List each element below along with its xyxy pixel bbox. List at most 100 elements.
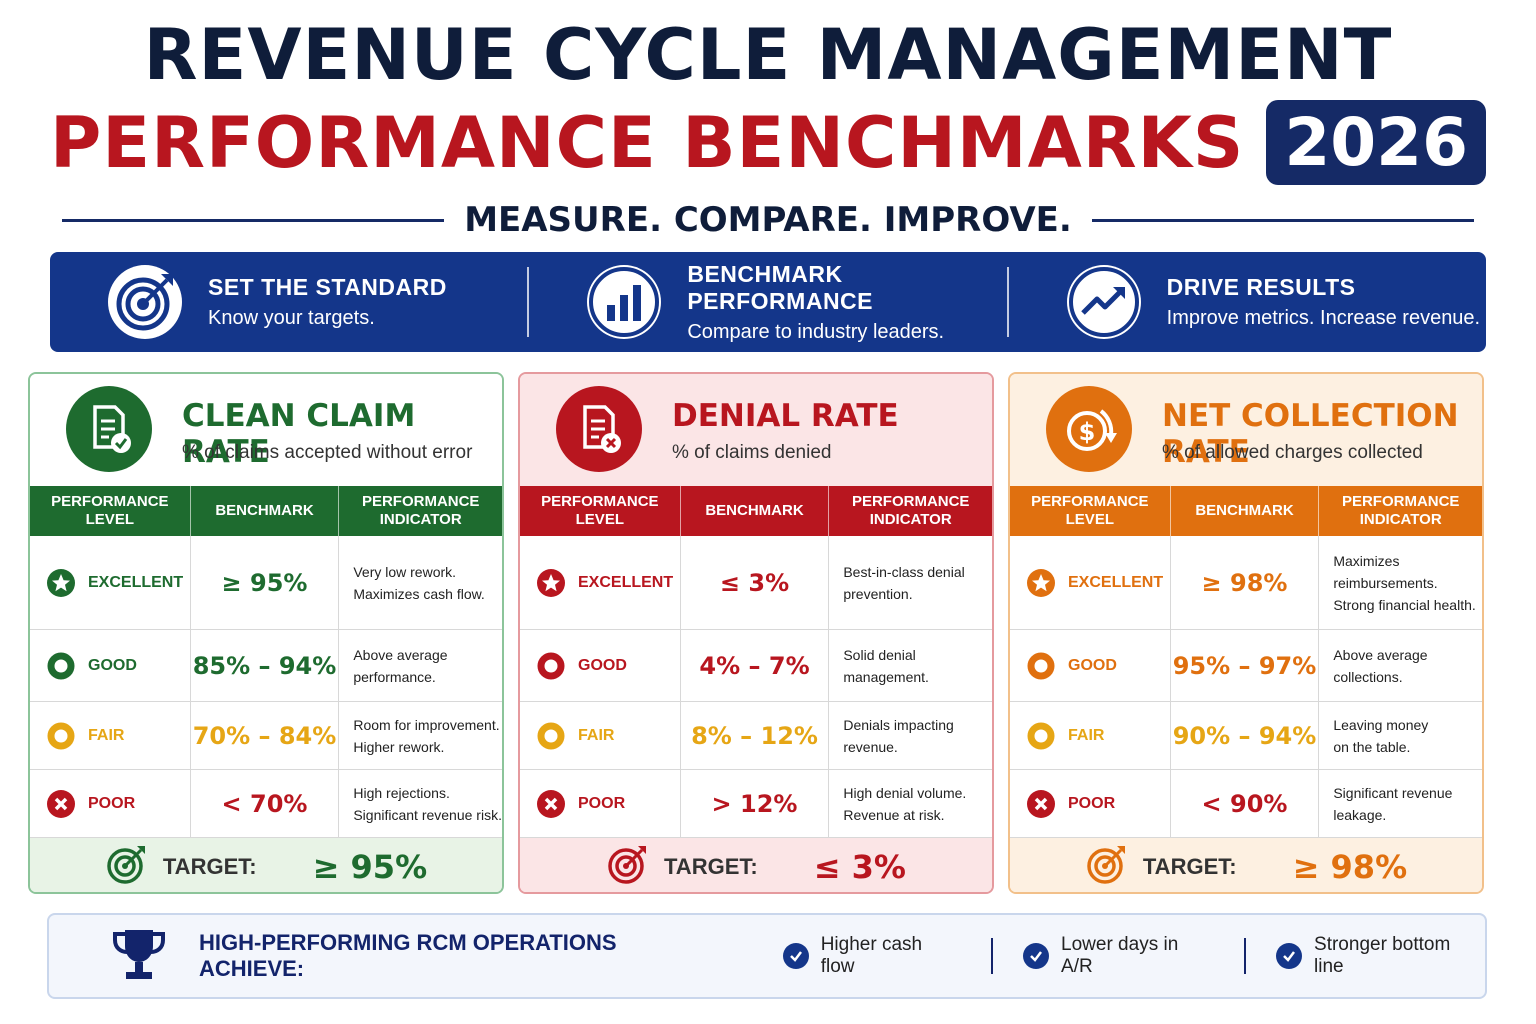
- table-row: POOR > 12% High denial volume. Revenue at r…: [520, 770, 992, 838]
- check-icon: [782, 943, 809, 969]
- table-header: PERFORMANCE LEVEL BENCHMARK PERFORMANCE IN…: [520, 486, 992, 536]
- level-cell: EXCELLENT: [30, 536, 190, 629]
- indicator-line: collections.: [1333, 668, 1403, 685]
- level-label: POOR: [1068, 794, 1116, 812]
- card-header: DENIAL RATE % of claims denied: [520, 374, 992, 486]
- table-row: EXCELLENT ≥ 95% Very low rework. Maximizes …: [30, 536, 502, 630]
- target-value: ≤ 3%: [813, 848, 906, 886]
- table-header: PERFORMANCE LEVEL BENCHMARK PERFORMANCE IN…: [30, 486, 502, 536]
- table-row: GOOD 95% – 97% Above average collections.: [1010, 630, 1482, 702]
- footer-item-label: Stronger bottom line: [1314, 934, 1451, 977]
- level-label: FAIR: [88, 726, 125, 744]
- table-row: EXCELLENT ≥ 98% Maximizes reimbursements. S…: [1010, 536, 1482, 630]
- level-cell: GOOD: [520, 630, 680, 701]
- table-row: POOR < 70% High rejections. Significant rev…: [30, 770, 502, 838]
- indicator-line: Maximizes reimbursements.: [1333, 552, 1438, 591]
- ring-icon: [1026, 721, 1056, 751]
- indicator-line: High denial volume.: [843, 784, 967, 801]
- level-label: EXCELLENT: [88, 573, 184, 591]
- column-header: PERFORMANCE INDICATOR: [828, 486, 992, 536]
- indicator-line: Leaving money: [1333, 716, 1429, 733]
- indicator-line: performance.: [353, 668, 436, 685]
- footer-item-label: Higher cash flow: [820, 934, 923, 977]
- tagline-row: MEASURE. COMPARE. IMPROVE.: [62, 200, 1474, 240]
- benchmark-value: > 12%: [679, 770, 829, 837]
- indicator-line: Very low rework.: [353, 563, 457, 580]
- benchmark-value: 4% – 7%: [679, 630, 829, 701]
- dollar-cycle-icon: $: [1046, 386, 1132, 472]
- column-header: PERFORMANCE INDICATOR: [1318, 486, 1482, 536]
- ring-icon: [1026, 651, 1056, 681]
- footer-item-days-ar: Lower days in A/R: [1023, 934, 1214, 978]
- indicator-cell: Above average performance.: [338, 630, 502, 701]
- banner-item-benchmark: BENCHMARK PERFORMANCE Compare to industr…: [527, 261, 1006, 343]
- banner-item-results: DRIVE RESULTS Improve metrics. Increase …: [1006, 265, 1486, 339]
- benchmark-value: < 70%: [189, 770, 339, 837]
- tagline-divider-right: [1091, 218, 1474, 222]
- level-label: GOOD: [1068, 656, 1117, 674]
- card-title: DENIAL RATE: [672, 398, 899, 434]
- indicator-line: Revenue at risk.: [843, 806, 945, 823]
- level-cell: GOOD: [30, 630, 190, 701]
- level-label: POOR: [578, 794, 626, 812]
- indicator-cell: High rejections. Significant revenue risk…: [338, 770, 502, 837]
- benchmark-value: ≤ 3%: [679, 536, 829, 629]
- card-subtitle: % of allowed charges collected: [1162, 442, 1423, 463]
- indicator-cell: Significant revenue leakage.: [1318, 770, 1482, 837]
- target-icon: [1085, 844, 1127, 891]
- benchmark-value: ≥ 98%: [1169, 536, 1319, 629]
- level-cell: FAIR: [1010, 702, 1170, 769]
- target-icon: [108, 265, 182, 339]
- card-subtitle: % of claims denied: [672, 442, 832, 463]
- x-circle-icon: [46, 789, 76, 819]
- star-icon: [1026, 568, 1056, 598]
- benchmark-value: 85% – 94%: [189, 630, 339, 701]
- ring-icon: [536, 651, 566, 681]
- banner-title-standard: SET THE STANDARD: [208, 274, 447, 300]
- bar-chart-icon: [587, 265, 662, 339]
- indicator-line: Best-in-class denial: [843, 563, 965, 580]
- x-circle-icon: [536, 789, 566, 819]
- indicator-line: revenue.: [843, 738, 898, 755]
- title-line2: PERFORMANCE BENCHMARKS: [49, 101, 1245, 184]
- target-icon: [606, 844, 648, 891]
- trophy-icon: [109, 924, 169, 989]
- indicator-line: prevention.: [843, 585, 913, 602]
- level-cell: GOOD: [1010, 630, 1170, 701]
- star-icon: [46, 568, 76, 598]
- level-cell: POOR: [1010, 770, 1170, 837]
- document-check-icon: [66, 386, 152, 472]
- table-row: EXCELLENT ≤ 3% Best-in-class denial prevent…: [520, 536, 992, 630]
- target-label: TARGET:: [1142, 854, 1237, 879]
- column-header: PERFORMANCE LEVEL: [1031, 493, 1149, 528]
- table-header: PERFORMANCE LEVEL BENCHMARK PERFORMANCE IN…: [1010, 486, 1482, 536]
- card-net-collection-rate: $ NET COLLECTION RATE% of allowed charges…: [1008, 372, 1484, 894]
- tagline-divider-left: [62, 218, 445, 222]
- card-denial-rate: DENIAL RATE % of claims denied PERFORMANCE…: [518, 372, 994, 894]
- achievements-footer: HIGH-PERFORMING RCM OPERATIONS ACHIEVE: …: [47, 913, 1487, 999]
- benchmark-value: 90% – 94%: [1169, 702, 1319, 769]
- target-value: ≥ 95%: [312, 848, 428, 886]
- indicator-line: Maximizes cash flow.: [353, 585, 485, 602]
- benchmark-value: 95% – 97%: [1169, 630, 1319, 701]
- check-icon: [1023, 943, 1050, 969]
- indicator-line: management.: [843, 668, 929, 685]
- level-label: GOOD: [578, 656, 627, 674]
- indicator-line: Above average: [1333, 646, 1428, 663]
- indicator-cell: Maximizes reimbursements. Strong financia…: [1318, 536, 1482, 629]
- card-title: NET COLLECTION RATE: [1162, 398, 1459, 470]
- indicator-line: High rejections.: [353, 784, 450, 801]
- table-row: FAIR 70% – 84% Room for improvement. Higher…: [30, 702, 502, 770]
- target-label: TARGET:: [162, 854, 257, 879]
- document-x-icon: [556, 386, 642, 472]
- card-title: CLEAN CLAIM RATE: [182, 398, 416, 470]
- column-header: PERFORMANCE INDICATOR: [338, 486, 502, 536]
- indicator-line: Significant revenue risk.: [353, 806, 502, 823]
- tagline: MEASURE. COMPARE. IMPROVE.: [464, 200, 1072, 240]
- level-label: GOOD: [88, 656, 137, 674]
- indicator-cell: Denials impacting revenue.: [828, 702, 992, 769]
- column-header: PERFORMANCE LEVEL: [51, 493, 169, 528]
- target-label: TARGET:: [664, 854, 758, 879]
- banner-item-standard: SET THE STANDARD Know your targets.: [50, 265, 527, 339]
- table-row: GOOD 85% – 94% Above average performance.: [30, 630, 502, 702]
